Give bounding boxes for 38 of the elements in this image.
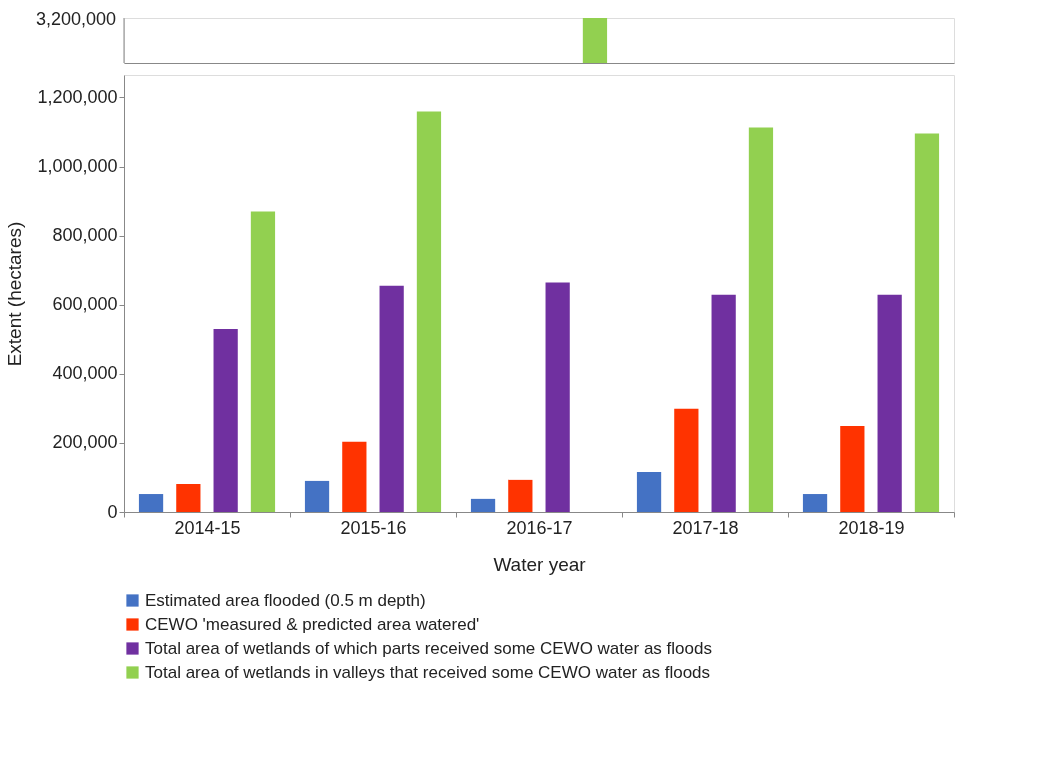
x-tick-label: 2016-17 xyxy=(506,517,573,538)
legend-label: CEWO 'measured & predicted area watered' xyxy=(145,614,480,634)
bar xyxy=(802,494,828,512)
bar xyxy=(748,127,774,512)
y-tick-label: 800,000 xyxy=(52,225,118,246)
y-tick-label: 400,000 xyxy=(52,363,118,384)
legend-label: Estimated area flooded (0.5 m depth) xyxy=(145,590,426,610)
text: 3,200,000 xyxy=(35,9,116,29)
bar xyxy=(379,285,404,512)
x-axis-title: Water year xyxy=(493,553,587,575)
bar xyxy=(176,484,201,512)
bar xyxy=(416,111,442,512)
x-tick-label: 2015-16 xyxy=(340,517,407,538)
legend-label: Total area of wetlands of which parts received some CEWO water as floods xyxy=(145,638,712,658)
x-tick-label: 2018-19 xyxy=(838,517,905,538)
bar xyxy=(545,282,570,512)
bar xyxy=(636,471,662,512)
bar xyxy=(914,133,940,512)
bar xyxy=(711,294,736,512)
bar xyxy=(508,479,533,512)
bar xyxy=(877,294,902,512)
bar xyxy=(470,498,496,512)
bar xyxy=(342,441,367,512)
bar xyxy=(840,425,865,512)
legend-label: Total area of wetlands in valleys that received some CEWO water as floods xyxy=(145,662,711,682)
x-tick-label: 2014-15 xyxy=(174,517,241,538)
bar xyxy=(138,494,164,512)
y-tick-label: 200,000 xyxy=(52,432,118,453)
bar xyxy=(213,328,238,512)
y-tick-label: 600,000 xyxy=(52,294,118,315)
bar xyxy=(250,211,276,512)
bar xyxy=(674,408,699,512)
bar xyxy=(304,480,330,512)
x-tick-label: 2017-18 xyxy=(672,517,739,538)
y-tick-label: 1,000,000 xyxy=(37,156,118,177)
y-axis-title: Extent (hectares) xyxy=(4,221,26,367)
y-tick-label: 0 xyxy=(107,501,118,522)
y-tick-label: 1,200,000 xyxy=(37,86,118,107)
